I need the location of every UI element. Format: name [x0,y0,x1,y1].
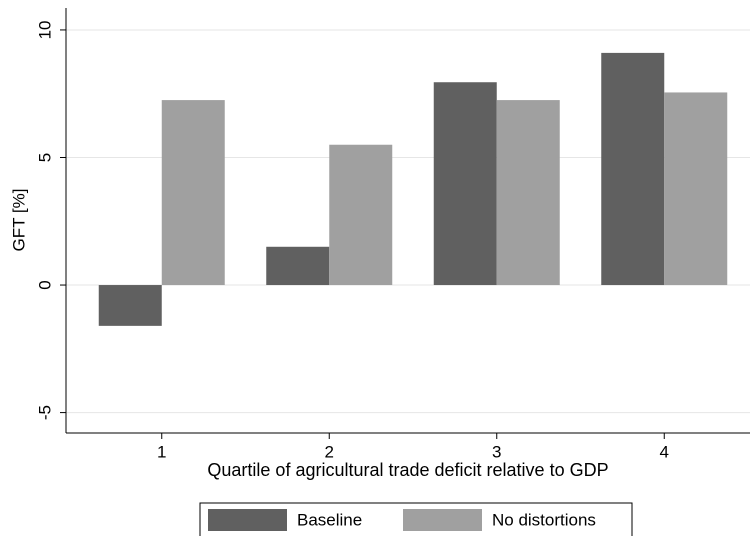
y-tick-label: -5 [35,405,54,420]
x-tick-label: 2 [325,442,334,461]
bar [601,52,665,286]
x-tick-label: 3 [492,442,501,461]
bar [433,82,497,286]
legend-swatch [403,509,482,531]
y-tick-label: 5 [35,153,54,162]
bar [98,285,162,326]
y-tick-label: 10 [35,20,54,39]
y-axis-label: GFT [%] [9,189,28,252]
bar [161,100,225,286]
legend-label: No distortions [492,510,596,529]
x-axis-label: Quartile of agricultural trade deficit r… [207,460,608,480]
bar [664,92,728,286]
bar [496,100,560,286]
legend-swatch [208,509,287,531]
bar [329,144,393,286]
x-tick-label: 1 [157,442,166,461]
bar [266,246,330,286]
legend-label: Baseline [297,510,362,529]
y-tick-label: 0 [35,280,54,289]
x-tick-label: 4 [660,442,669,461]
